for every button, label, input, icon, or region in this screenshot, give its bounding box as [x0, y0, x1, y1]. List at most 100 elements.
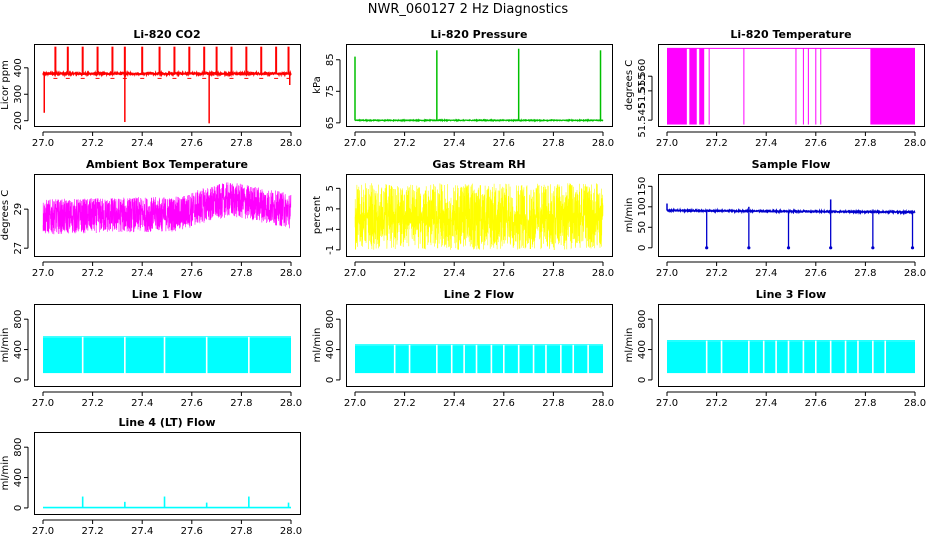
x-axis: 27.0 27.2 27.4 27.6 27.8 28.0 [656, 261, 926, 279]
x-tick-label: 27.8 [854, 138, 876, 149]
chart-line3: Line 3 Flow 27.0 27.2 27.4 27.6 27.8 28.0 0 400 8… [624, 288, 926, 409]
drop-point [747, 246, 751, 250]
y-tick-label: 400 [13, 58, 24, 77]
y-axis-label: ml/min [0, 456, 11, 491]
drop-point [871, 246, 875, 250]
y-tick-label: 51.555 [637, 73, 648, 108]
x-axis: 27.0 27.2 27.4 27.6 27.8 28.0 [32, 391, 302, 409]
y-tick-label: 0 [13, 505, 24, 511]
chart-line1: Line 1 Flow 27.0 27.2 27.4 27.6 27.8 28.0 0 400 8… [0, 288, 302, 409]
data-series [667, 340, 915, 374]
x-tick-label: 27.4 [755, 138, 777, 149]
plot-frame [346, 174, 613, 257]
chart-pressure: Li-820 Pressure 27.0 27.2 27.4 27.6 27.8 28.0 6… [312, 28, 614, 149]
dense-band [699, 48, 705, 125]
y-tick-label: 300 [13, 85, 24, 104]
drop-point [786, 246, 791, 250]
series-line [42, 69, 292, 78]
data-series [43, 496, 291, 509]
x-tick-label: 27.8 [854, 398, 876, 409]
x-tick-label: 28.0 [280, 526, 302, 537]
x-tick-label: 28.0 [280, 398, 302, 409]
y-tick-label: 0 [325, 377, 336, 383]
x-tick-label: 27.6 [181, 138, 203, 149]
y-tick-label: 100 [637, 197, 648, 216]
chart-title: Line 1 Flow [132, 288, 202, 301]
data-series [354, 183, 604, 250]
y-tick-label: 65 [325, 116, 336, 129]
x-tick-label: 27.2 [81, 526, 103, 537]
flow-band [667, 341, 915, 374]
y-axis-label: kPa [312, 76, 323, 94]
x-tick-label: 27.2 [393, 398, 415, 409]
chart-li_temp: Li-820 Temperature 27.0 27.2 27.4 27.6 27.8 28… [624, 28, 926, 149]
x-tick-label: 27.4 [443, 138, 465, 149]
x-tick-label: 27.4 [443, 268, 465, 279]
y-axis: 0 400 800 [325, 310, 341, 383]
plot-frame [658, 44, 925, 127]
y-axis: 65 75 85 [325, 53, 341, 129]
x-tick-label: 27.8 [230, 268, 252, 279]
plot-frame [34, 44, 301, 127]
x-tick-label: 27.6 [181, 398, 203, 409]
drop-point [910, 246, 915, 250]
plot-frame [34, 432, 301, 515]
x-tick-label: 27.6 [805, 268, 827, 279]
y-tick-label: 50 [637, 221, 648, 234]
y-axis: 200 300 400 [13, 58, 29, 130]
y-tick-label: 0 [637, 377, 648, 383]
chart-title: Li-820 Temperature [730, 28, 851, 41]
y-axis-label: ml/min [624, 198, 635, 233]
chart-sample: Sample Flow 27.0 27.2 27.4 27.6 27.8 28.0 0 50 10… [624, 158, 926, 279]
x-tick-label: 28.0 [904, 268, 926, 279]
dense-band [870, 48, 915, 125]
y-axis: -1 1 3 5 [325, 185, 341, 255]
y-axis-label: percent [312, 196, 323, 234]
x-tick-label: 28.0 [904, 138, 926, 149]
x-tick-label: 27.2 [705, 268, 727, 279]
x-tick-label: 27.2 [81, 268, 103, 279]
chart-title: Line 4 (LT) Flow [119, 416, 216, 429]
x-tick-label: 27.0 [656, 268, 678, 279]
dense-band [667, 48, 687, 125]
y-tick-label: 29 [13, 203, 24, 216]
x-tick-label: 27.0 [656, 138, 678, 149]
chart-rh: Gas Stream RH 27.0 27.2 27.4 27.6 27.8 28.0 -1 1… [312, 158, 614, 279]
x-tick-label: 27.8 [230, 526, 252, 537]
flow-band [43, 337, 291, 374]
y-axis-label: ml/min [0, 328, 11, 363]
x-tick-label: 27.2 [81, 398, 103, 409]
series-line [354, 183, 604, 250]
y-axis-label: ml/min [312, 328, 323, 363]
x-tick-label: 27.6 [493, 398, 515, 409]
figure-title: NWR_060127 2 Hz Diagnostics [367, 2, 569, 17]
x-tick-label: 27.4 [131, 138, 153, 149]
x-tick-label: 27.0 [32, 268, 54, 279]
chart-co2: Li-820 CO2 27.0 27.2 27.4 27.6 27.8 28.0 200 300… [0, 28, 302, 149]
data-series [43, 336, 291, 374]
x-tick-label: 27.4 [131, 268, 153, 279]
plot-frame [34, 174, 301, 257]
x-tick-label: 27.0 [32, 398, 54, 409]
y-tick-label: 800 [637, 310, 648, 329]
x-tick-label: 27.8 [542, 268, 564, 279]
y-tick-label: 51.560 [637, 59, 648, 94]
drop-point [705, 246, 709, 250]
x-tick-label: 27.8 [542, 398, 564, 409]
plot-frame [658, 174, 925, 257]
x-axis: 27.0 27.2 27.4 27.6 27.8 28.0 [32, 131, 302, 149]
x-tick-label: 27.6 [805, 138, 827, 149]
x-tick-label: 27.4 [755, 268, 777, 279]
x-tick-label: 27.0 [656, 398, 678, 409]
y-tick-label: 800 [325, 310, 336, 329]
chart-line4: Line 4 (LT) Flow 27.0 27.2 27.4 27.6 27.8 28.0… [0, 416, 302, 537]
plot-frame [658, 304, 925, 387]
x-tick-label: 28.0 [592, 268, 614, 279]
x-tick-label: 27.6 [181, 526, 203, 537]
x-tick-label: 28.0 [280, 138, 302, 149]
x-tick-label: 28.0 [280, 268, 302, 279]
x-axis: 27.0 27.2 27.4 27.6 27.8 28.0 [32, 519, 302, 537]
data-series [355, 344, 603, 374]
x-axis: 27.0 27.2 27.4 27.6 27.8 28.0 [32, 261, 302, 279]
